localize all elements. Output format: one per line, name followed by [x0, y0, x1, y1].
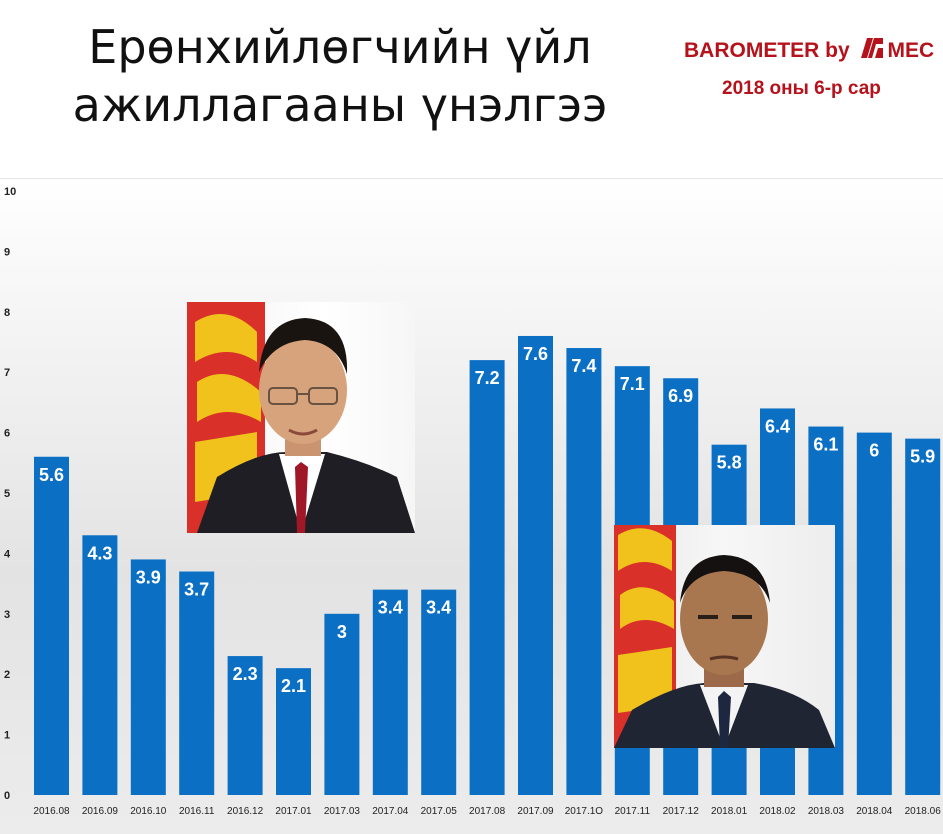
bar: [179, 571, 215, 795]
y-tick-label: 5: [4, 488, 10, 500]
bar-value-label: 2.3: [233, 664, 258, 684]
y-tick-label: 6: [4, 428, 10, 440]
bar: [421, 589, 457, 795]
x-tick-label: 2017.09: [517, 806, 554, 817]
bar-value-label: 5.9: [910, 447, 935, 467]
bar-value-label: 4.3: [87, 543, 112, 563]
bar-value-label: 6.9: [668, 386, 693, 406]
x-tick-label: 2017.05: [421, 806, 458, 817]
x-tick-label: 2017.03: [324, 806, 361, 817]
bar: [130, 559, 166, 795]
bar-value-label: 5.6: [39, 465, 64, 485]
y-tick-label: 0: [4, 790, 10, 802]
bar-value-label: 6.4: [765, 416, 790, 436]
x-tick-label: 2018.06: [905, 806, 942, 817]
bar-value-label: 6: [869, 441, 879, 461]
y-axis-ticks: 0 1 2 3 4 5 6 7 8 9 10: [4, 186, 16, 802]
bar-value-label: 7.1: [620, 374, 645, 394]
brand-logo: BAROMETER by MEC: [684, 36, 943, 63]
x-tick-label: 2016.09: [82, 806, 119, 817]
chart-title: Ерөнхийлөгчийн үйл ажиллагааны үнэлгээ: [70, 18, 610, 134]
bar-value-label: 3.4: [426, 598, 451, 618]
bar-value-label: 3.4: [378, 598, 403, 618]
bar-value-label: 7.2: [475, 368, 500, 388]
x-tick-label: 2018.01: [711, 806, 748, 817]
bar: [82, 535, 118, 795]
portrait-president-2016: [187, 302, 415, 533]
x-tick-label: 2016.10: [130, 806, 167, 817]
bar-value-label: 7.6: [523, 344, 548, 364]
bar-value-label: 2.1: [281, 676, 306, 696]
bar: [469, 360, 505, 795]
x-tick-label: 2016.11: [179, 806, 215, 817]
bar: [905, 438, 941, 795]
x-axis-ticks: 2016.08 2016.09 2016.10 2016.11 2016.12 2017.…: [33, 806, 941, 817]
x-tick-label: 2017.11: [615, 806, 651, 817]
title-line-1: Ерөнхийлөгчийн үйл: [88, 20, 592, 74]
x-tick-label: 2017.08: [469, 806, 506, 817]
x-tick-label: 2017.01: [275, 806, 312, 817]
y-tick-label: 10: [4, 186, 16, 198]
x-tick-label: 2017.04: [372, 806, 409, 817]
bar-value-label: 3.9: [136, 567, 161, 587]
y-tick-label: 1: [4, 730, 10, 742]
y-tick-label: 7: [4, 367, 10, 379]
bar: [372, 589, 408, 795]
x-tick-label: 2017.12: [663, 806, 700, 817]
brand-prefix: BAROMETER by: [684, 39, 850, 62]
brand-suffix: MEC: [887, 39, 935, 62]
y-tick-label: 2: [4, 669, 10, 681]
portrait-icon: [614, 525, 835, 748]
mec-logo-icon: [860, 38, 883, 58]
bar: [518, 335, 553, 795]
portrait-icon: [187, 302, 415, 533]
bar: [227, 656, 263, 795]
portrait-president-2017: [614, 525, 835, 748]
y-tick-label: 4: [4, 548, 11, 560]
x-tick-label: 2017.1O: [565, 806, 604, 817]
bar-value-label: 5.8: [717, 453, 742, 473]
chart-subtitle: 2018 оны 6-р сар: [722, 78, 881, 99]
bar: [566, 348, 602, 795]
bar-value-label: 3.7: [184, 580, 209, 600]
bar-value-label: 3: [337, 622, 347, 642]
x-tick-label: 2016.12: [227, 806, 264, 817]
bar: [276, 668, 311, 795]
x-tick-label: 2018.03: [808, 806, 845, 817]
bar: [34, 456, 69, 795]
x-tick-label: 2018.04: [856, 806, 893, 817]
bar-value-label: 6.1: [813, 435, 838, 455]
bar-value-label: 7.4: [571, 356, 596, 376]
title-line-2: ажиллагааны үнэлгээ: [72, 78, 608, 132]
bar: [324, 613, 360, 795]
y-tick-label: 9: [4, 246, 10, 258]
y-tick-label: 3: [4, 609, 10, 621]
x-tick-label: 2016.08: [33, 806, 70, 817]
bar: [856, 432, 892, 795]
y-tick-label: 8: [4, 307, 10, 319]
x-tick-label: 2018.02: [759, 806, 796, 817]
